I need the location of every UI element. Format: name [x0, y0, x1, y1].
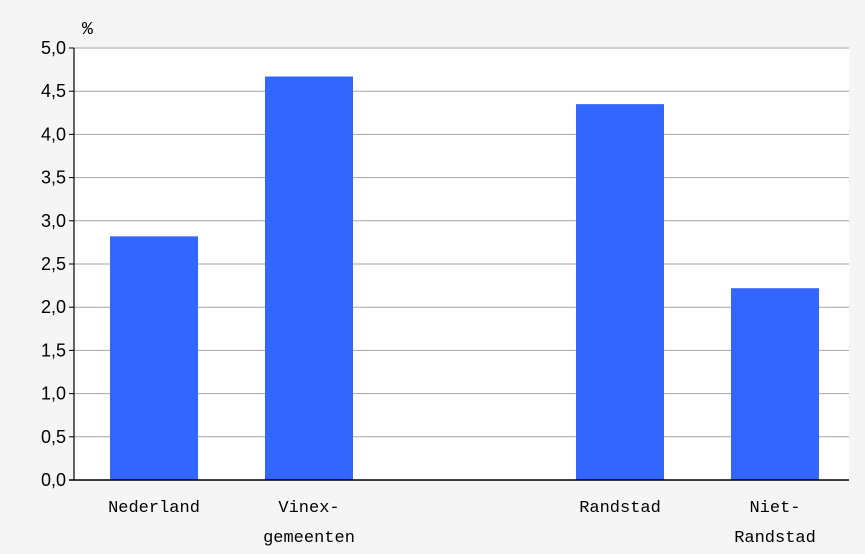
y-tick-label: 3,5 [41, 168, 66, 188]
bar [110, 236, 198, 480]
y-tick-label: 1,0 [41, 384, 66, 404]
bar [731, 288, 819, 480]
y-tick-label: 3,0 [41, 211, 66, 231]
y-tick-label: 5,0 [41, 38, 66, 58]
y-tick-label: 1,5 [41, 340, 66, 360]
y-tick-label: 4,5 [41, 81, 66, 101]
x-tick-label-line: Nederland [108, 499, 200, 518]
x-tick-label: Niet- Randstad [734, 499, 816, 548]
bar [576, 104, 664, 480]
x-tick-label-line: Niet- [749, 499, 800, 518]
axes [69, 48, 849, 481]
bar [265, 76, 353, 481]
y-tick-label: 2,0 [41, 297, 66, 317]
x-tick-label: Vinex-gemeenten [263, 499, 355, 548]
x-tick-label-line: Vinex- [278, 499, 339, 518]
grid-lines [69, 47, 849, 481]
x-tick-label-line: Randstad [734, 529, 816, 548]
y-axis-unit-label: % [82, 20, 93, 40]
y-tick-labels: 0,0 0,5 1,0 1,5 2,0 2,5 3,0 3,5 4,0 4,5 5,0 [41, 38, 66, 490]
bars [110, 76, 819, 481]
y-tick-label: 0,0 [41, 470, 66, 490]
x-tick-label: Randstad [579, 499, 661, 518]
y-tick-label: 2,5 [41, 254, 66, 274]
x-tick-label-line: Randstad [579, 499, 661, 518]
x-tick-label: Nederland [108, 499, 200, 518]
y-tick-label: 4,0 [41, 124, 66, 144]
y-tick-label: 0,5 [41, 427, 66, 447]
x-tick-labels: Nederland Vinex-gemeenten Randstad Niet- Ran… [108, 499, 816, 548]
x-tick-label-line: gemeenten [263, 529, 355, 548]
